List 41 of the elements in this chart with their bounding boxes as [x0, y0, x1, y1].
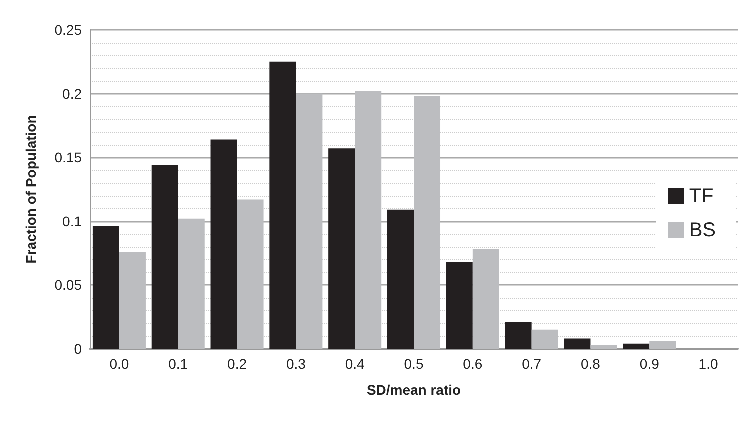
x-tick-label: 0.4 — [345, 356, 366, 372]
bar — [270, 62, 296, 349]
bar — [237, 200, 264, 349]
legend-label: TF — [689, 186, 714, 208]
bar — [178, 218, 205, 349]
bar — [328, 148, 356, 349]
bar — [355, 91, 382, 349]
x-tick-label: 0.6 — [463, 356, 483, 372]
x-tick-label: 1.0 — [698, 356, 718, 372]
y-tick-label: 0.1 — [62, 213, 82, 230]
x-tick-label: 0.2 — [228, 356, 248, 372]
bar — [414, 96, 441, 349]
bar — [505, 322, 532, 349]
bar — [532, 330, 558, 349]
x-tick-label: 0.3 — [286, 356, 306, 372]
bar — [446, 262, 473, 349]
x-tick-label: 0.8 — [580, 356, 601, 372]
y-axis-title: Fraction of Population — [23, 115, 39, 264]
bar — [119, 252, 146, 349]
bar — [650, 341, 676, 349]
y-tick-label: 0.2 — [62, 86, 82, 102]
x-tick-label: 0.5 — [404, 356, 424, 372]
x-tick-label: 0.0 — [110, 356, 130, 372]
bar — [590, 345, 618, 349]
bar — [92, 226, 120, 349]
x-axis-title: SD/mean ratio — [366, 382, 462, 398]
y-tick-label: 0.25 — [54, 22, 82, 38]
x-tick-label: 0.9 — [640, 356, 660, 372]
bar — [387, 210, 414, 349]
y-tick-label: 0.15 — [54, 150, 82, 166]
bar — [152, 165, 178, 349]
y-tick-label: 0 — [74, 341, 82, 357]
bar — [564, 338, 591, 349]
bar — [623, 344, 650, 349]
bar — [472, 249, 500, 349]
x-tick-label: 0.1 — [168, 356, 188, 372]
bar — [210, 140, 238, 349]
x-tick-label: 0.7 — [522, 356, 542, 372]
bar — [296, 94, 323, 349]
y-tick-label: 0.05 — [54, 277, 82, 294]
legend-label: BS — [689, 220, 716, 242]
